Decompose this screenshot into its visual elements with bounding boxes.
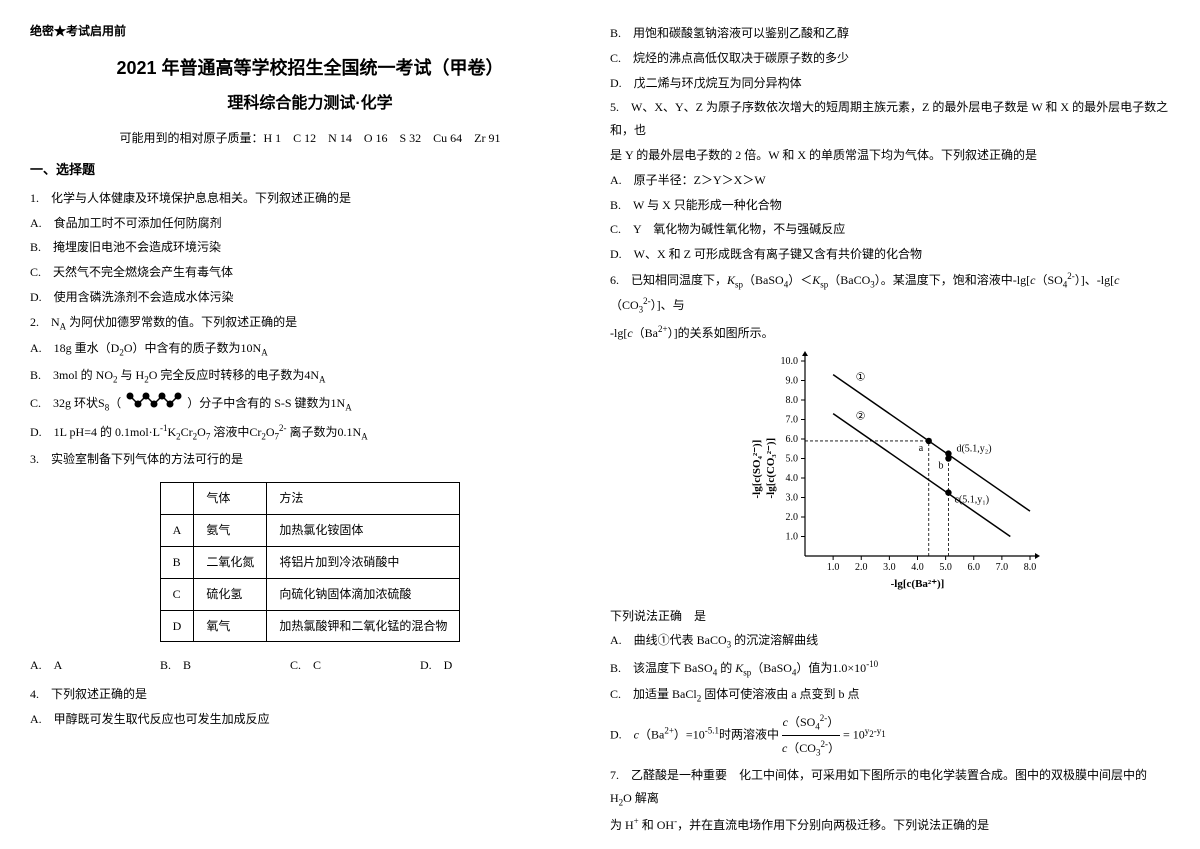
r1c3: 加热氯化铵固体 [267,515,460,547]
svg-text:2.0: 2.0 [786,512,799,523]
svg-text:3.0: 3.0 [786,492,799,503]
atomic-mass-line: 可能用到的相对原子质量：H 1 C 12 N 14 O 16 S 32 Cu 6… [30,127,590,150]
q3-table: 气体方法 A氨气加热氯化铵固体 B二氧化氮将铝片加到冷浓硝酸中 C硫化氢向硫化钠… [160,482,461,642]
q1-b: B. 掩埋废旧电池不会造成环境污染 [30,236,590,259]
svg-text:6.0: 6.0 [968,562,981,573]
q5-d: D. W、X 和 Z 可形成既含有离子键又含有共价键的化合物 [610,243,1170,266]
svg-text:5.0: 5.0 [939,562,952,573]
r2c2: 二氧化氮 [194,546,267,578]
svg-text:10.0: 10.0 [781,356,799,367]
q6-b: B. 该温度下 BaSO4 的 Ksp（BaSO4）值为1.0×10-10 [610,656,1170,681]
s8-ring-icon [124,390,184,418]
svg-text:-lg[c(CO₃²⁻)]: -lg[c(CO₃²⁻)] [765,438,777,499]
q5-c: C. Y 氧化物为碱性氧化物，不与强碱反应 [610,218,1170,241]
th-gas: 气体 [194,483,267,515]
left-column: 绝密★考试启用前 2021 年普通高等学校招生全国统一考试（甲卷） 理科综合能力… [30,20,590,829]
q3-answers: A. A B. B C. C D. D [30,654,590,677]
q7-stem2: 为 H+ 和 OH-，并在直流电场作用下分别向两极迁移。下列说法正确的是 [610,813,1170,837]
q3-stem: 3. 实验室制备下列气体的方法可行的是 [30,448,590,471]
svg-text:a: a [919,443,924,454]
solubility-chart-svg: 1.0 2.0 3.0 4.0 5.0 6.0 7.0 8.0 1.0 2.0 3.0 4.0 5.0 6… [740,351,1040,591]
svg-text:b: b [938,460,943,471]
q5-b: B. W 与 X 只能形成一种化合物 [610,194,1170,217]
svg-text:c(5.1,y₁): c(5.1,y₁) [954,494,989,505]
r4c2: 氧气 [194,610,267,642]
svg-text:-lg[c(Ba²⁺)]: -lg[c(Ba²⁺)] [891,578,945,590]
r1c2: 氨气 [194,515,267,547]
svg-text:1.0: 1.0 [786,531,799,542]
q1-stem: 1. 化学与人体健康及环境保护息息相关。下列叙述正确的是 [30,187,590,210]
section-heading: 一、选择题 [30,158,590,183]
q6-stem1: 6. 已知相同温度下，Ksp（BaSO4）＜Ksp（BaCO3）。某温度下，饱和… [610,268,1170,319]
svg-text:5.0: 5.0 [786,453,799,464]
q4-c: C. 烷烃的沸点高低仅取决于碳原子数的多少 [610,47,1170,70]
q2-b: B. 3mol 的 NO2 与 H2O 完全反应时转移的电子数为4NA [30,364,590,388]
svg-text:7.0: 7.0 [786,414,799,425]
svg-text:4.0: 4.0 [911,562,924,573]
r2c1: B [160,546,194,578]
q5-stem2: 是 Y 的最外层电子数的 2 倍。W 和 X 的单质常温下均为气体。下列叙述正确… [610,144,1170,167]
svg-text:d(5.1,y₂): d(5.1,y₂) [956,443,991,454]
svg-text:4.0: 4.0 [786,473,799,484]
q1-d: D. 使用含磷洗涤剂不会造成水体污染 [30,286,590,309]
right-column: B. 用饱和碳酸氢钠溶液可以鉴别乙酸和乙醇 C. 烷烃的沸点高低仅取决于碳原子数… [610,20,1170,829]
q4-b: B. 用饱和碳酸氢钠溶液可以鉴别乙酸和乙醇 [610,22,1170,45]
q2-c-post: ）分子中含有的 S-S 键数为1NA [187,396,352,410]
r4c1: D [160,610,194,642]
q2-stem: 2. NA 为阿伏加德罗常数的值。下列叙述正确的是 [30,311,590,335]
svg-text:9.0: 9.0 [786,375,799,386]
svg-text:8.0: 8.0 [1024,562,1037,573]
q6-a: A. 曲线①代表 BaCO3 的沉淀溶解曲线 [610,629,1170,653]
svg-text:①: ① [856,371,866,383]
q6-post: 下列说法正确 是 [610,605,1170,628]
r3c2: 硫化氢 [194,578,267,610]
r3c1: C [160,578,194,610]
r3c3: 向硫化钠固体滴加浓硫酸 [267,578,460,610]
q1-c: C. 天然气不完全燃烧会产生有毒气体 [30,261,590,284]
r4c3: 加热氯酸钾和二氧化锰的混合物 [267,610,460,642]
q5-a: A. 原子半径：Z＞Y＞X＞W [610,169,1170,192]
svg-text:1.0: 1.0 [827,562,840,573]
q6-c: C. 加适量 BaCl2 固体可使溶液由 a 点变到 b 点 [610,683,1170,707]
q4-a: A. 甲醇既可发生取代反应也可发生加成反应 [30,708,590,731]
q6-d: D. c（Ba2+）=10-5.1时两溶液中 c（SO42-）c（CO32-） … [610,710,1170,762]
svg-text:2.0: 2.0 [855,562,868,573]
svg-text:7.0: 7.0 [996,562,1009,573]
q3-ans-d: D. D [420,654,550,677]
q6-stem2: -lg[c（Ba2+）]的关系如图所示。 [610,321,1170,345]
r2c3: 将铝片加到冷浓硝酸中 [267,546,460,578]
svg-text:8.0: 8.0 [786,395,799,406]
svg-text:6.0: 6.0 [786,434,799,445]
exam-subtitle: 理科综合能力测试·化学 [30,89,590,119]
q6-chart: 1.0 2.0 3.0 4.0 5.0 6.0 7.0 8.0 1.0 2.0 3.0 4.0 5.0 6… [610,351,1170,599]
q3-ans-b: B. B [160,654,290,677]
q2-a: A. 18g 重水（D2O）中含有的质子数为10NA [30,337,590,361]
q3-ans-c: C. C [290,654,420,677]
svg-text:3.0: 3.0 [883,562,896,573]
q5-stem1: 5. W、X、Y、Z 为原子序数依次增大的短周期主族元素，Z 的最外层电子数是 … [610,96,1170,142]
q2-c: C. 32g 环状S8（ ）分子中含有的 S-S 键数为1NA [30,390,590,418]
q4-d: D. 戊二烯与环戊烷互为同分异构体 [610,72,1170,95]
exam-title: 2021 年普通高等学校招生全国统一考试（甲卷） [30,51,590,85]
q2-c-pre: C. 32g 环状S8（ [30,396,121,410]
q2-d: D. 1L pH=4 的 0.1mol·L-1K2Cr2O7 溶液中Cr2O72… [30,420,590,445]
confidential-note: 绝密★考试启用前 [30,20,590,43]
q4-stem: 4. 下列叙述正确的是 [30,683,590,706]
q3-ans-a: A. A [30,654,160,677]
svg-text:-lg[c(SO₄²⁻)]: -lg[c(SO₄²⁻)] [751,439,763,498]
r1c1: A [160,515,194,547]
q7-stem1: 7. 乙醛酸是一种重要 化工中间体，可采用如下图所示的电化学装置合成。图中的双极… [610,764,1170,811]
th-method: 方法 [267,483,460,515]
svg-text:②: ② [856,410,866,422]
q1-a: A. 食品加工时不可添加任何防腐剂 [30,212,590,235]
